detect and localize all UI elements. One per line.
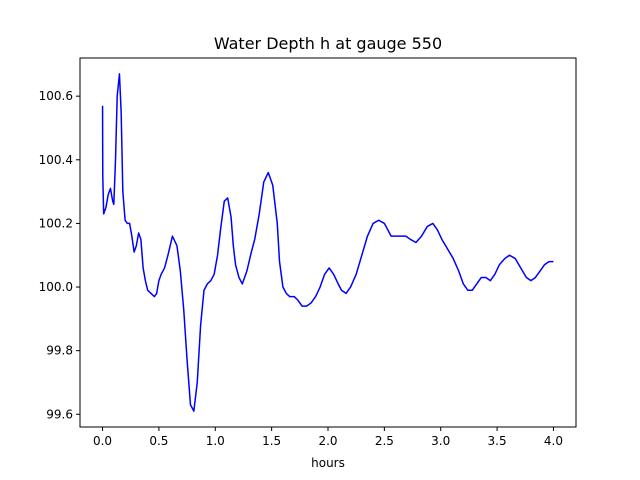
x-tick-label: 1.5: [262, 434, 281, 448]
x-tick-label: 0.0: [93, 434, 112, 448]
y-tick-label: 100.4: [39, 153, 73, 167]
x-tick-label: 3.0: [431, 434, 450, 448]
chart-title: Water Depth h at gauge 550: [214, 34, 442, 53]
y-tick-label: 100.6: [39, 89, 73, 103]
x-tick-label: 1.0: [206, 434, 225, 448]
x-tick-label: 2.5: [375, 434, 394, 448]
x-tick-label: 4.0: [544, 434, 563, 448]
y-axis-ticks: 99.6 99.8 100.0 100.2 100.4 100.6: [39, 89, 80, 421]
x-tick-label: 3.5: [488, 434, 507, 448]
y-tick-label: 100.2: [39, 216, 73, 230]
x-tick-label: 2.0: [318, 434, 337, 448]
y-tick-label: 99.6: [46, 407, 73, 421]
y-tick-label: 100.0: [39, 280, 73, 294]
x-tick-label: 0.5: [149, 434, 168, 448]
plot-area: [101, 73, 554, 412]
x-axis-label: hours: [311, 456, 345, 470]
series-line-0: [101, 73, 554, 412]
y-tick-label: 99.8: [46, 344, 73, 358]
x-axis-ticks: 0.0 0.5 1.0 1.5 2.0 2.5 3.0 3.5 4.0: [93, 427, 563, 448]
axes-frame: [79, 57, 577, 428]
